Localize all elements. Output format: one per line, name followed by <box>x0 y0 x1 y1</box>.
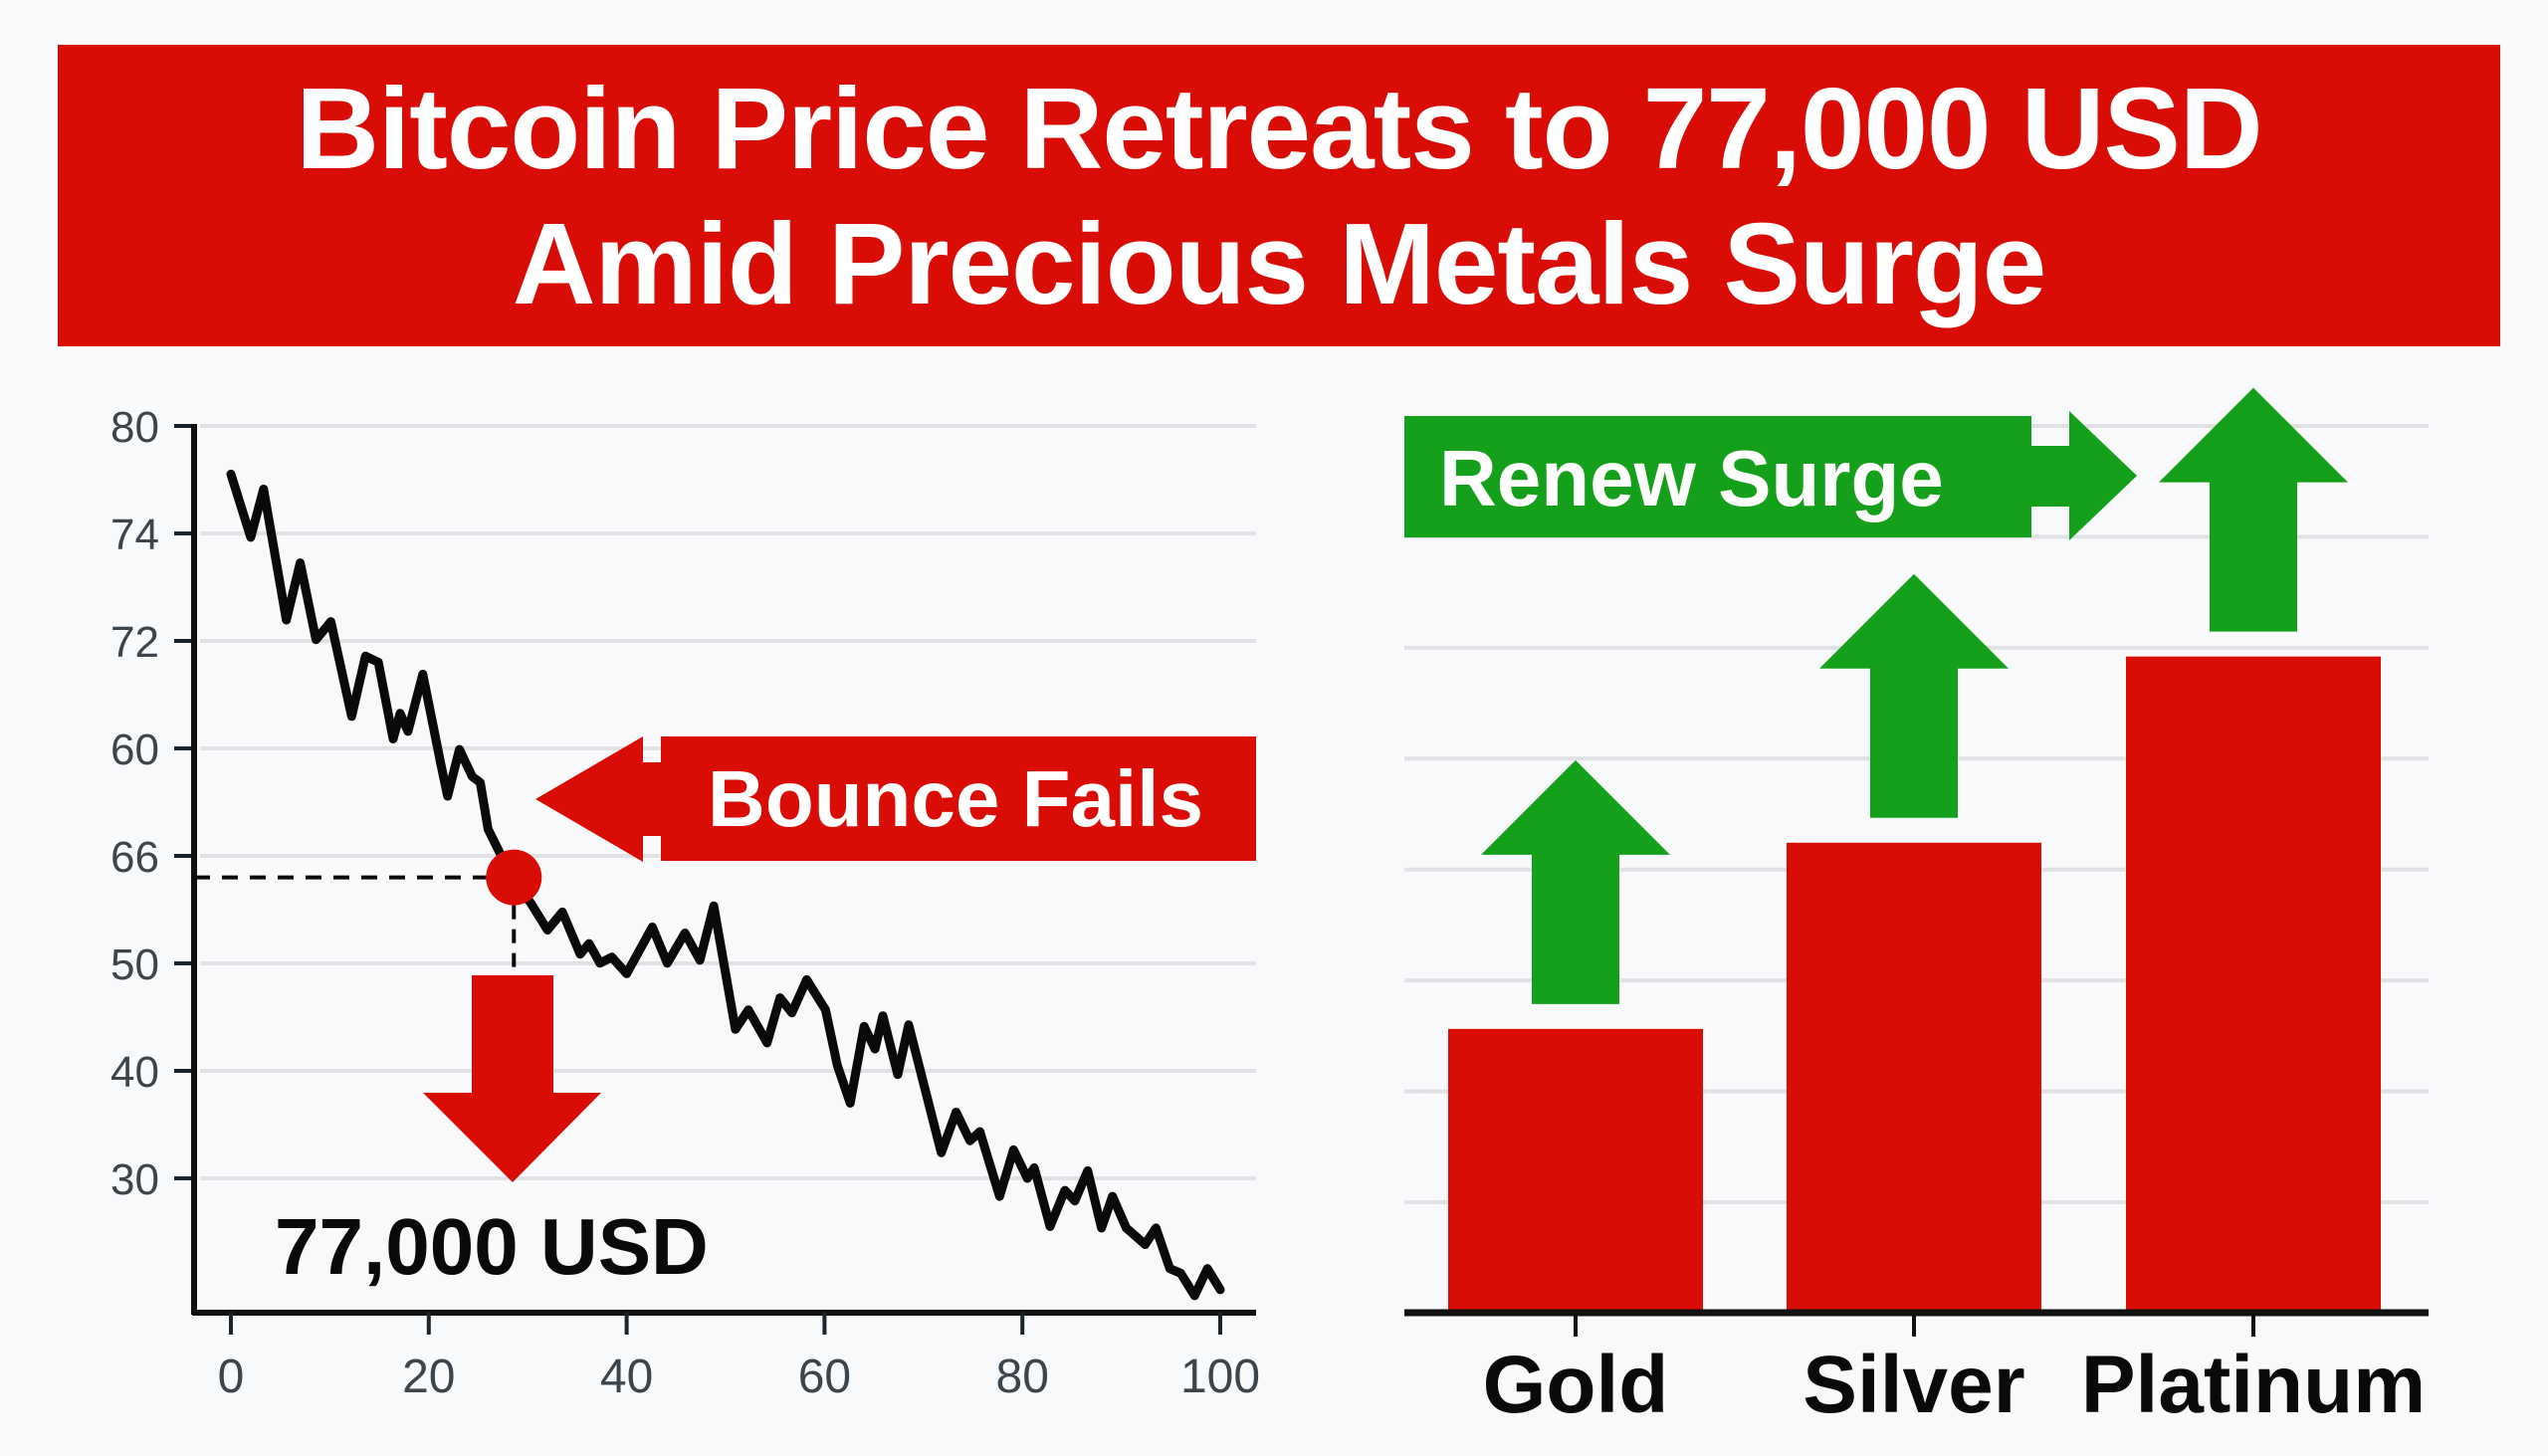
x-tick-label: 80 <box>996 1351 1049 1403</box>
up-arrow-icon <box>2159 387 2348 632</box>
line-chart-y-axis: 80 74 72 60 66 50 40 30 <box>110 403 197 1315</box>
price-target-label: 77,000 USD <box>275 1202 709 1291</box>
x-tick-label: 20 <box>402 1351 455 1403</box>
y-tick-label: 74 <box>110 511 159 559</box>
x-tick-label: 60 <box>798 1351 851 1403</box>
renew-surge-label: Renew Surge <box>1439 434 1944 522</box>
bounce-point-marker <box>486 849 542 906</box>
x-tick-label: 100 <box>1180 1351 1260 1403</box>
bounce-fails-callout: Bounce Fails <box>535 736 1256 862</box>
precious-metals-bar-chart: Gold Silver Platinum Renew Surge <box>1404 387 2429 1430</box>
renew-surge-callout: Renew Surge <box>1404 411 2137 540</box>
x-tick-label: 0 <box>218 1351 245 1403</box>
y-tick-label: 60 <box>110 726 159 774</box>
left-arrow-icon <box>535 736 1256 862</box>
y-tick-label: 80 <box>110 403 159 452</box>
bar-chart-bars <box>1448 656 2381 1313</box>
up-arrow-icon <box>1481 759 1670 1004</box>
category-label-platinum: Platinum <box>2081 1340 2426 1430</box>
title-banner: Bitcoin Price Retreats to 77,000 USD Ami… <box>58 45 2500 346</box>
bounce-fails-label: Bounce Fails <box>708 754 1203 843</box>
bitcoin-price-line <box>226 469 1225 1301</box>
right-arrow-icon <box>1404 411 2137 540</box>
bar-chart-up-arrows <box>1481 387 2348 1004</box>
bar-chart-x-axis: Gold Silver Platinum <box>1483 1313 2426 1430</box>
title-line-2: Amid Precious Metals Surge <box>512 198 2046 328</box>
line-chart-x-axis: 0 20 40 60 80 100 <box>192 1310 1260 1403</box>
down-arrow-icon <box>423 975 601 1182</box>
y-tick-label: 40 <box>110 1048 159 1097</box>
bitcoin-line-chart: 80 74 72 60 66 50 40 30 0 20 40 60 80 100 Bounce Fai… <box>110 403 1260 1403</box>
y-tick-label: 50 <box>110 940 159 989</box>
y-tick-label: 66 <box>110 833 159 882</box>
y-tick-label: 30 <box>110 1155 159 1204</box>
y-tick-label: 72 <box>110 618 159 667</box>
title-line-1: Bitcoin Price Retreats to 77,000 USD <box>296 63 2262 193</box>
bar-silver <box>1787 842 2041 1313</box>
bar-gold <box>1448 1028 1703 1313</box>
bar-platinum <box>2126 656 2381 1313</box>
category-label-silver: Silver <box>1803 1340 2024 1430</box>
x-tick-label: 40 <box>600 1351 653 1403</box>
category-label-gold: Gold <box>1483 1340 1669 1430</box>
up-arrow-icon <box>1819 573 2009 818</box>
